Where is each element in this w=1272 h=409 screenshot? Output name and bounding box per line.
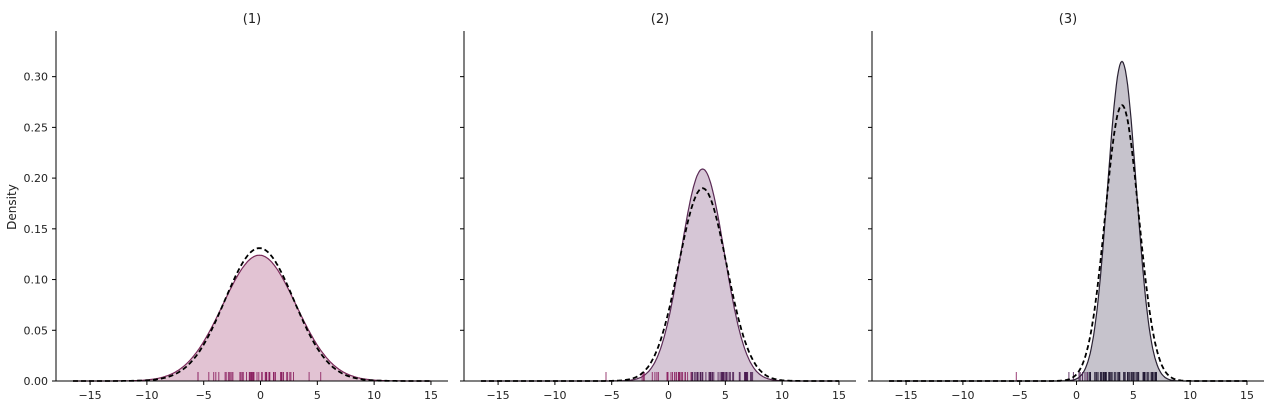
x-tick-label: −15	[894, 389, 917, 402]
x-tick-label: 15	[832, 389, 846, 402]
x-tick-label: −5	[196, 389, 212, 402]
x-tick-label: 5	[1130, 389, 1137, 402]
x-tick-label: 0	[1073, 389, 1080, 402]
kde-line	[481, 168, 839, 382]
x-tick-label: 15	[1240, 389, 1254, 402]
panel-3: (3) −15 −10 −5 0 5 10 15	[868, 12, 1264, 402]
rug-marks	[605, 372, 754, 381]
panel-title: (2)	[651, 12, 669, 27]
panel-title: (1)	[243, 12, 261, 27]
x-tick-label: 5	[722, 389, 729, 402]
kde-line	[889, 60, 1247, 382]
panel-2: (2) −15 −10 −5 0 5 10 15	[460, 12, 856, 402]
kde-area	[73, 255, 431, 381]
x-tick-label: 10	[775, 389, 789, 402]
x-tick-label: −10	[135, 389, 158, 402]
panel-1: (1) −15 −10 −5 0 5 10 15 0.00 0.05 0.10 0.15 0.20 0.2…	[24, 12, 448, 402]
x-tick-label: 15	[424, 389, 438, 402]
x-tick-label: 0	[665, 389, 672, 402]
kde-area	[889, 61, 1247, 382]
x-tick-label: −10	[951, 389, 974, 402]
y-tick-label: 0.30	[24, 71, 49, 84]
y-tick-label: 0.15	[24, 223, 49, 236]
panel-title: (3)	[1059, 12, 1077, 27]
y-tick-label: 0.10	[24, 274, 49, 287]
y-tick-label: 0.20	[24, 172, 49, 185]
y-tick-label: 0.05	[24, 324, 49, 337]
rug-marks	[197, 372, 322, 381]
x-tick-label: 10	[1183, 389, 1197, 402]
x-tick-label: −5	[1012, 389, 1028, 402]
y-tick-label: 0.25	[24, 121, 49, 134]
panels: (1) −15 −10 −5 0 5 10 15 0.00 0.05 0.10 0.15 0.20 0.2…	[24, 12, 1264, 402]
x-tick-label: 0	[257, 389, 264, 402]
y-tick-label: 0.00	[24, 375, 49, 388]
y-axis-label: Density	[5, 184, 19, 230]
x-tick-label: −5	[604, 389, 620, 402]
x-tick-label: −10	[543, 389, 566, 402]
x-tick-label: 10	[367, 389, 381, 402]
x-tick-label: 5	[314, 389, 321, 402]
x-tick-label: −15	[78, 389, 101, 402]
x-tick-label: −15	[486, 389, 509, 402]
normal-fit-line	[889, 104, 1247, 382]
